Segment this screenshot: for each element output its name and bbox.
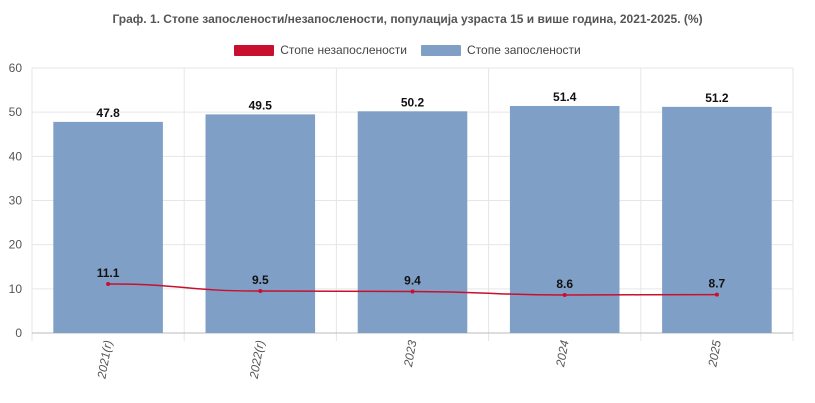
x-tick-label: 2025 (705, 339, 724, 369)
chart-title: Граф. 1. Стопе запослености/незапосленос… (112, 12, 703, 26)
legend: Стопе незапослености Стопе запослености (0, 43, 815, 57)
y-tick-label: 40 (9, 149, 23, 163)
x-tick-label: 2024 (553, 339, 572, 369)
point-unemployment[interactable] (410, 289, 415, 294)
y-tick-label: 50 (9, 105, 23, 119)
bar-value-label: 51.4 (553, 90, 577, 104)
bar-value-label: 51.2 (705, 91, 729, 105)
line-value-label: 8.6 (556, 277, 573, 291)
point-unemployment[interactable] (258, 289, 263, 294)
legend-label-employment: Стопе запослености (467, 43, 581, 57)
legend-label-unemployment: Стопе незапослености (280, 43, 408, 57)
y-tick-label: 20 (9, 238, 23, 252)
point-unemployment[interactable] (714, 292, 719, 297)
bar-value-label: 50.2 (401, 95, 425, 109)
legend-swatch-unemployment (234, 44, 275, 56)
bar-employment[interactable] (53, 121, 163, 333)
bar-value-label: 47.8 (96, 106, 120, 120)
bar-employment[interactable] (662, 106, 772, 333)
bar-employment[interactable] (205, 114, 316, 333)
x-tick-label: 2022(r) (247, 339, 268, 381)
line-value-label: 9.5 (252, 273, 269, 287)
point-unemployment[interactable] (106, 281, 111, 286)
point-unemployment[interactable] (562, 293, 567, 298)
y-tick-label: 60 (9, 61, 23, 75)
x-tick-label: 2021(r) (94, 339, 115, 381)
legend-item-unemployment[interactable]: Стопе незапослености (234, 43, 407, 57)
y-tick-label: 30 (9, 194, 23, 208)
y-tick-label: 10 (9, 282, 23, 296)
y-tick-label: 0 (15, 326, 22, 340)
bar-value-label: 49.5 (249, 98, 273, 112)
legend-swatch-employment (421, 44, 462, 56)
line-value-label: 11.1 (97, 266, 120, 280)
legend-item-employment[interactable]: Стопе запослености (421, 43, 581, 57)
x-tick-label: 2023 (401, 339, 420, 369)
bar-employment[interactable] (509, 105, 620, 333)
line-value-label: 9.4 (404, 273, 421, 287)
line-value-label: 8.7 (709, 277, 726, 291)
bar-employment[interactable] (357, 111, 468, 334)
